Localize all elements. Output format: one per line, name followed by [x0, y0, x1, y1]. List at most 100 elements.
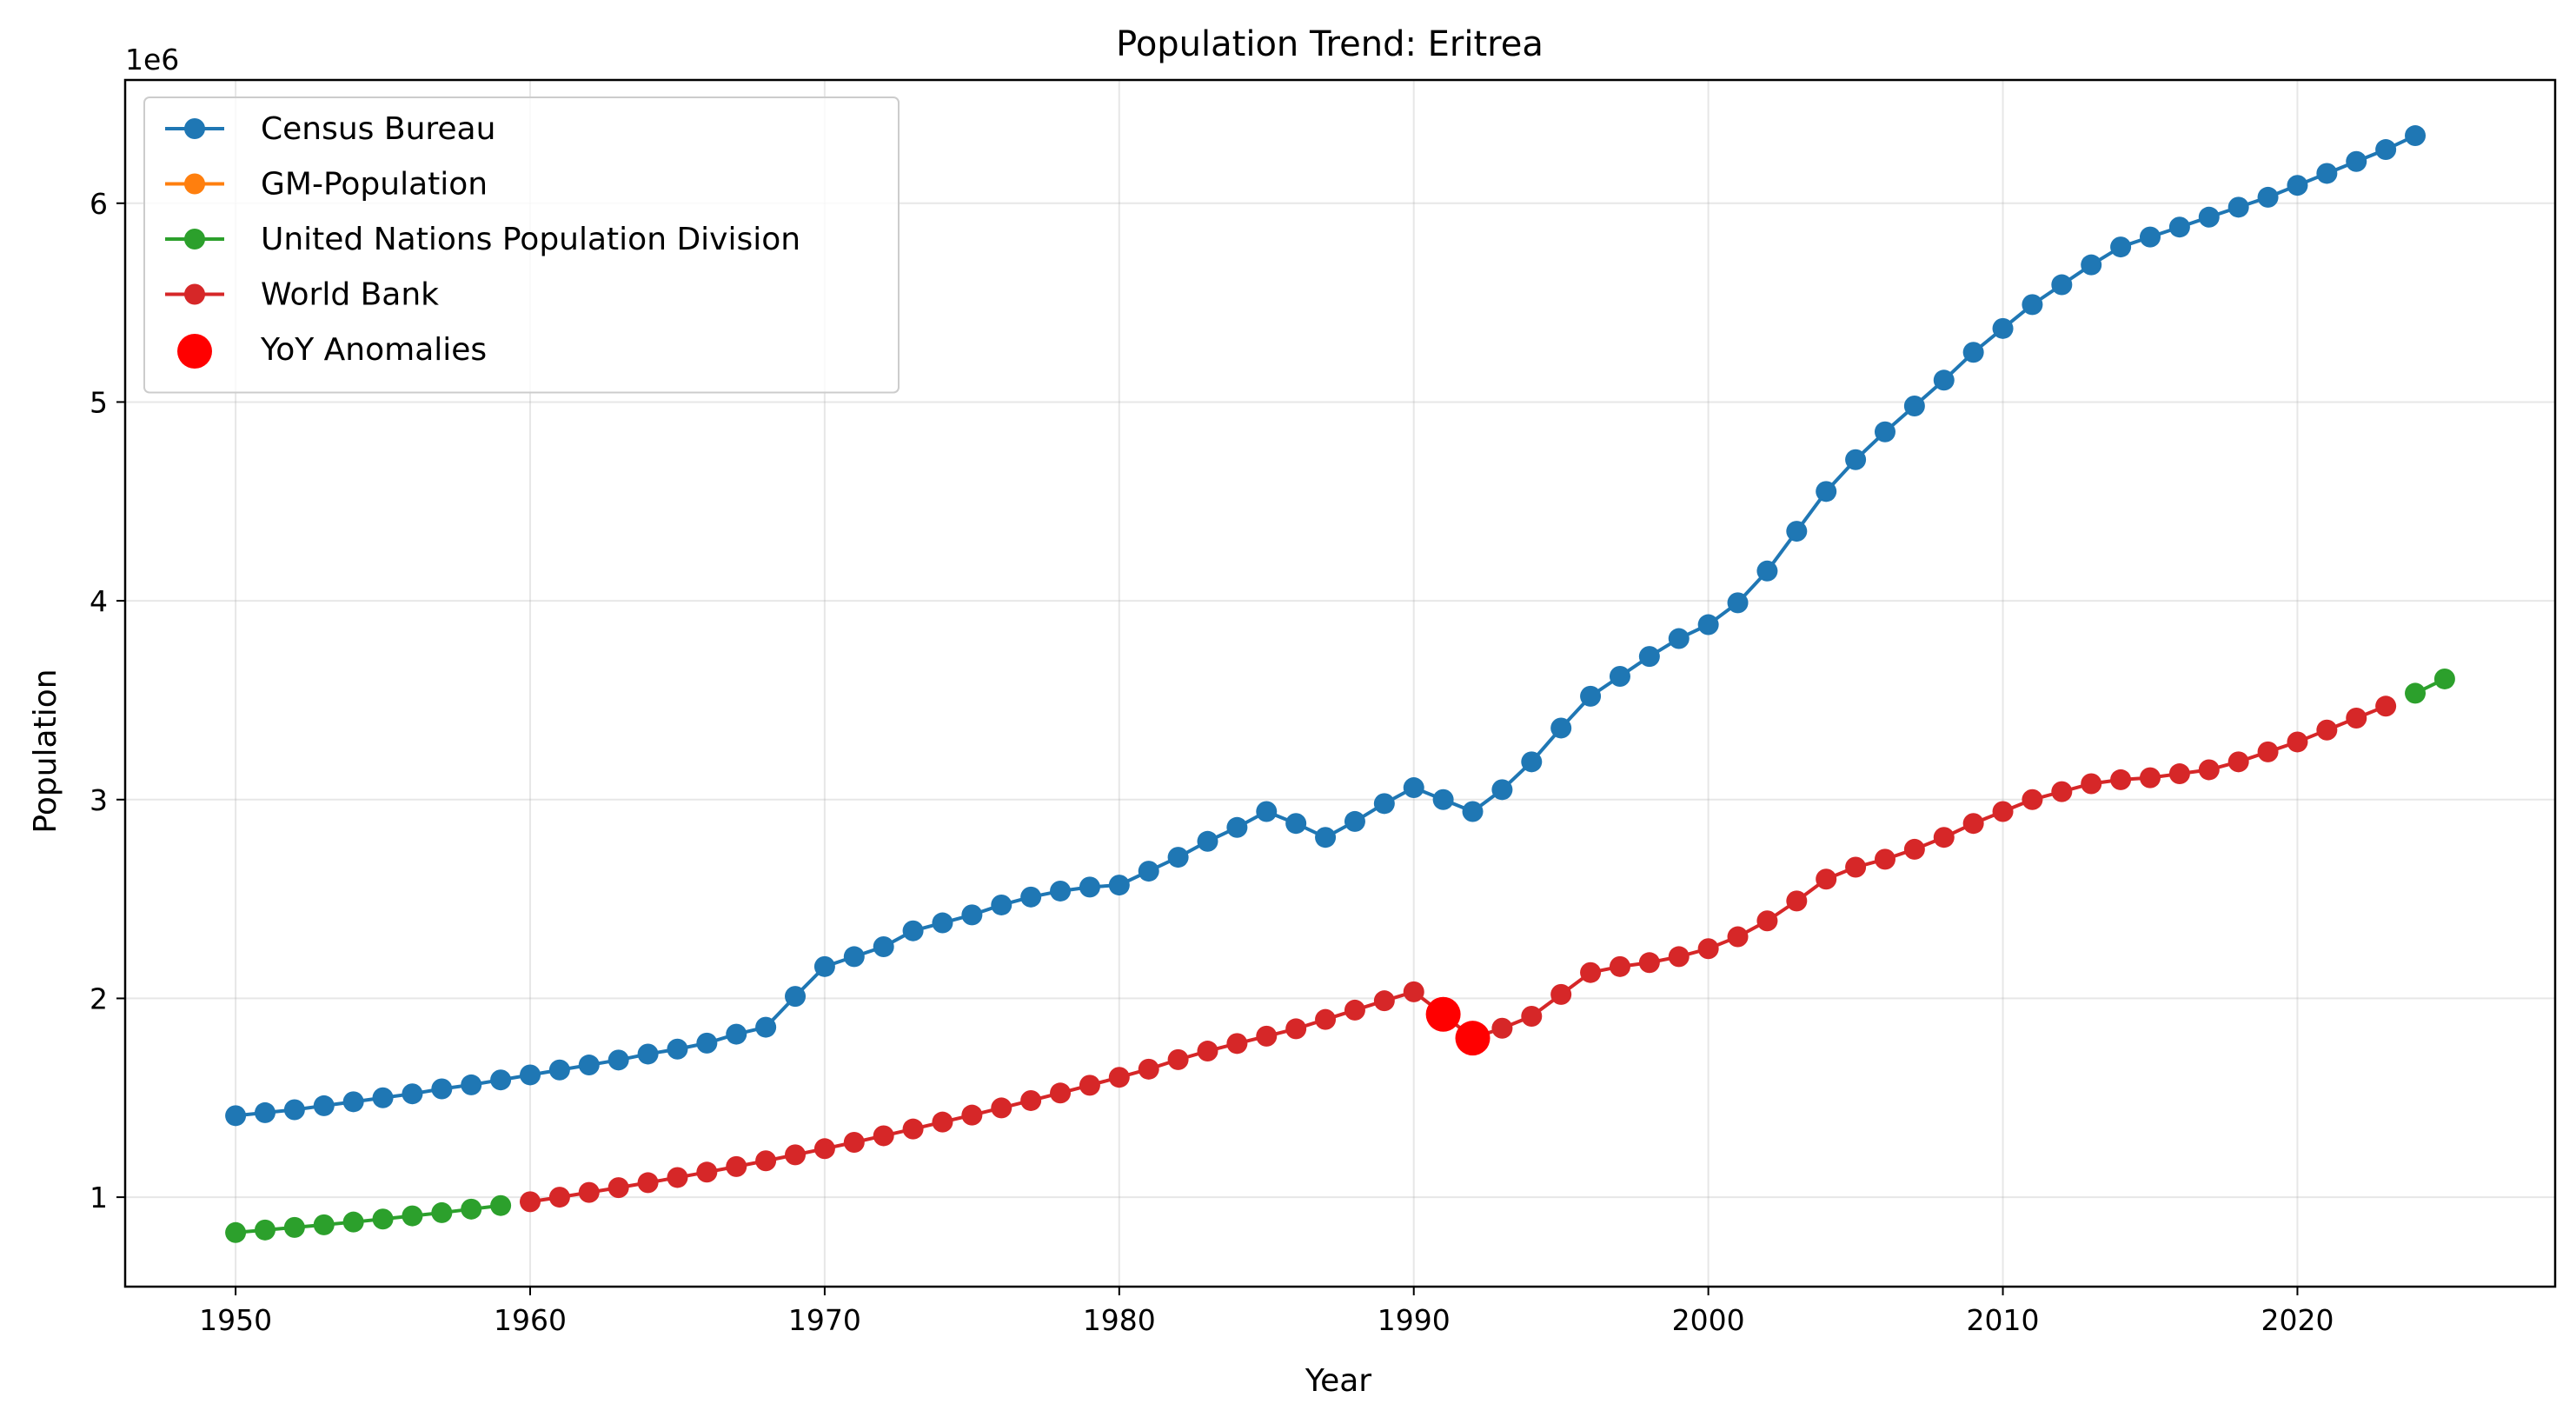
chart-title: Population Trend: Eritrea: [1116, 24, 1544, 64]
census-bureau-point: [843, 946, 865, 968]
united-nations-population-division-point: [2405, 682, 2427, 704]
census-bureau-point: [1050, 880, 1072, 902]
census-bureau-point: [2140, 226, 2161, 248]
world-bank-point: [520, 1191, 541, 1213]
x-tick-label: 1950: [199, 1303, 272, 1337]
census-bureau-point: [578, 1055, 600, 1076]
census-bureau-point: [1108, 875, 1130, 896]
world-bank-point: [2287, 731, 2308, 753]
plot-frame: [123, 78, 2557, 1288]
world-bank-point: [785, 1144, 807, 1166]
census-bureau-point: [1256, 801, 1278, 822]
census-bureau-point: [1992, 317, 2014, 339]
world-bank-point: [667, 1167, 688, 1188]
census-bureau-point: [1550, 717, 1572, 739]
yoy-anomalies-series: [1425, 996, 1490, 1056]
census-bureau-point: [1903, 396, 1925, 417]
legend-box: [143, 96, 900, 394]
y-axis-offset-label: 1e6: [125, 43, 179, 77]
world-bank-point: [1285, 1018, 1307, 1040]
world-bank-point: [726, 1155, 747, 1177]
world-bank-point: [902, 1118, 924, 1140]
y-axis-ticks: 1 2 3 4 5 6: [90, 187, 125, 1214]
united-nations-population-division-point: [283, 1216, 305, 1238]
legend-swatch-marker: [177, 334, 212, 369]
world-bank-point: [1108, 1067, 1130, 1088]
census-bureau-point: [1580, 685, 1602, 707]
legend: Census Bureau GM-Population United Nations…: [143, 96, 900, 394]
census-bureau-point: [1933, 369, 1955, 391]
world-bank-point: [1079, 1075, 1100, 1096]
legend-item: YoY Anomalies: [177, 332, 487, 369]
x-axis-label: Year: [1305, 1363, 1371, 1399]
world-bank-point: [843, 1131, 865, 1153]
census-bureau-point: [1344, 810, 1365, 832]
census-bureau-series: [225, 125, 2427, 1127]
census-bureau-point: [1020, 886, 1042, 908]
world-bank-point: [1845, 856, 1867, 878]
world-bank-point: [2110, 769, 2132, 790]
census-bureau-point: [1962, 342, 1984, 363]
legend-item: World Bank: [165, 277, 439, 313]
world-bank-point: [2051, 781, 2073, 802]
world-bank-point: [696, 1161, 718, 1183]
world-bank-point: [1580, 962, 1602, 983]
x-tick-label: 1990: [1378, 1303, 1451, 1337]
world-bank-point: [1668, 946, 1690, 968]
united-nations-population-division-point: [225, 1221, 247, 1243]
census-bureau-point: [1521, 751, 1543, 773]
census-bureau-point: [461, 1074, 482, 1095]
world-bank-point: [2168, 763, 2190, 785]
census-bureau-point: [755, 1016, 777, 1038]
united-nations-population-division-point: [313, 1214, 335, 1235]
y-tick-label: 2: [90, 981, 108, 1015]
census-bureau-point: [2110, 236, 2132, 258]
census-bureau-point: [2081, 254, 2102, 276]
census-bureau-point: [548, 1059, 570, 1081]
series-layer: [225, 125, 2455, 1243]
census-bureau-point: [2051, 274, 2073, 296]
legend-label: World Bank: [261, 277, 439, 313]
census-bureau-point: [254, 1101, 276, 1123]
world-bank-point: [1256, 1025, 1278, 1047]
census-bureau-point: [785, 986, 807, 1008]
x-tick-label: 2010: [1967, 1303, 2040, 1337]
x-tick-label: 1970: [788, 1303, 861, 1337]
world-bank-point: [1756, 910, 1778, 932]
census-bureau-point: [637, 1043, 659, 1065]
census-bureau-point: [1167, 847, 1189, 868]
united-nations-population-division-point: [490, 1194, 512, 1216]
census-bureau-point: [696, 1032, 718, 1054]
world-bank-point: [2346, 708, 2367, 729]
world-bank-point: [1138, 1058, 1159, 1080]
census-bureau-point: [283, 1099, 305, 1121]
yoy-anomalies-point: [1455, 1021, 1490, 1056]
y-tick-label: 6: [90, 187, 108, 221]
world-bank-point: [2081, 773, 2102, 795]
legend-swatch-marker: [184, 173, 205, 195]
legend-swatch-marker: [184, 118, 205, 139]
y-tick-label: 4: [90, 584, 108, 618]
world-bank-point: [1521, 1006, 1543, 1028]
census-bureau-point: [2257, 186, 2279, 208]
y-axis-label: Population: [28, 669, 63, 833]
world-bank-point: [1638, 952, 1660, 974]
census-bureau-point: [1727, 592, 1749, 614]
world-bank-point: [578, 1181, 600, 1203]
world-bank-point: [755, 1150, 777, 1172]
census-bureau-point: [1697, 614, 1719, 635]
census-bureau-point: [1403, 777, 1424, 799]
census-bureau-point: [1373, 793, 1395, 815]
census-bureau-point: [2405, 125, 2427, 147]
legend-label: Census Bureau: [261, 111, 495, 147]
y-tick-label: 3: [90, 783, 108, 817]
legend-label: United Nations Population Division: [261, 222, 800, 257]
legend-item: GM-Population: [165, 167, 488, 203]
census-bureau-point: [726, 1023, 747, 1045]
x-tick-label: 1960: [494, 1303, 567, 1337]
census-bureau-point: [991, 894, 1012, 915]
legend-item: United Nations Population Division: [165, 222, 800, 257]
legend-item: Census Bureau: [165, 111, 495, 147]
united-nations-population-division-point: [372, 1208, 394, 1230]
